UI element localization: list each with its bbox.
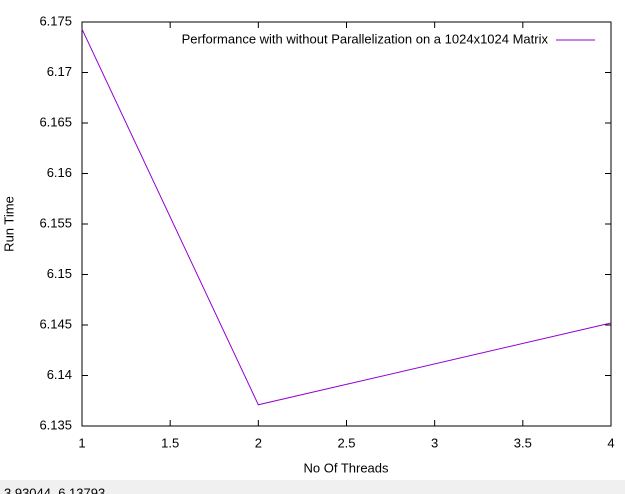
x-tick-label: 2	[255, 435, 262, 450]
y-tick-label: 6.15	[47, 266, 72, 281]
y-tick-label: 6.16	[47, 165, 72, 180]
y-tick-label: 6.145	[39, 316, 72, 331]
legend-label: Performance with without Parallelization…	[182, 31, 549, 46]
x-axis-label: No Of Threads	[303, 460, 389, 475]
status-text: 3.93044, 6.13793	[4, 485, 105, 494]
y-tick-label: 6.17	[47, 64, 72, 79]
plot-border	[81, 21, 612, 427]
y-tick-label: 6.165	[39, 114, 72, 129]
y-tick-label: 6.155	[39, 215, 72, 230]
data-line	[81, 28, 612, 406]
y-tick-label: 6.14	[47, 367, 72, 382]
x-tick-label: 4	[607, 435, 614, 450]
x-tick-label: 3.5	[514, 435, 532, 450]
x-tick-label: 1.5	[161, 435, 179, 450]
y-axis-label: Run Time	[1, 196, 16, 252]
y-tick-label: 6.135	[39, 417, 72, 432]
status-bar	[0, 480, 625, 494]
x-tick-label: 3	[431, 435, 438, 450]
x-tick-label: 1	[78, 435, 85, 450]
y-tick-label: 6.175	[39, 13, 72, 28]
x-tick-label: 2.5	[337, 435, 355, 450]
